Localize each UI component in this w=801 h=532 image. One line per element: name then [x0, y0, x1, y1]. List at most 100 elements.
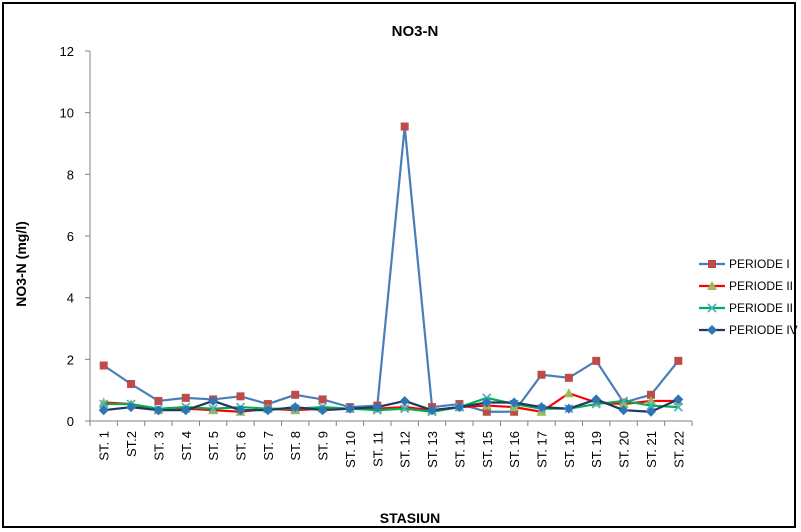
x-tick-label: ST. 14 — [452, 431, 467, 468]
data-point — [154, 396, 163, 405]
x-tick-label: ST. 13 — [425, 431, 440, 468]
y-tick-label: 4 — [67, 291, 74, 306]
x-tick-label: ST.2 — [124, 431, 139, 457]
x-tick-label: ST. 11 — [370, 431, 385, 467]
x-tick-label: ST. 21 — [644, 431, 659, 468]
data-point — [235, 405, 246, 416]
series-4 — [98, 394, 684, 417]
data-point — [99, 361, 108, 370]
data-point — [592, 356, 601, 365]
data-point — [317, 405, 328, 416]
data-point — [400, 122, 409, 131]
legend-item: PERIODE III — [699, 301, 796, 315]
x-axis-title: STASIUN — [380, 510, 440, 526]
data-point — [510, 407, 519, 416]
data-point — [537, 370, 546, 379]
data-point — [127, 380, 136, 388]
y-tick-label: 10 — [60, 106, 74, 121]
data-point — [126, 402, 137, 413]
data-point — [619, 396, 629, 406]
data-point — [427, 405, 438, 416]
data-point — [645, 406, 656, 417]
data-point — [646, 401, 656, 411]
data-point — [372, 402, 383, 413]
series-line — [103, 396, 679, 413]
data-point — [399, 395, 410, 406]
data-point — [208, 395, 219, 406]
chart-title: NO3-N — [392, 23, 439, 40]
data-point — [536, 402, 547, 413]
x-tick-label: ST. 20 — [617, 431, 632, 468]
legend-label: PERIODE IV — [729, 323, 798, 337]
data-point — [646, 390, 655, 399]
data-point — [673, 394, 684, 405]
series-line — [103, 125, 680, 413]
series-1 — [99, 122, 683, 416]
data-point — [290, 402, 301, 413]
data-point — [344, 403, 355, 414]
data-point — [618, 405, 629, 416]
data-point — [236, 392, 245, 401]
x-tick-label: ST. 12 — [398, 431, 413, 468]
x-tick-label: ST. 17 — [535, 431, 550, 468]
series-group — [98, 122, 684, 417]
x-tick-label: ST. 19 — [589, 431, 604, 468]
data-point — [481, 397, 492, 408]
data-point — [208, 404, 218, 414]
legend-marker — [707, 303, 717, 313]
series-line — [103, 392, 679, 413]
legend: PERIODE I PERIODE II PERIODE III PERIODE IV — [699, 257, 798, 337]
y-tick-label: 8 — [67, 167, 74, 182]
y-tick-label: 0 — [67, 414, 74, 429]
y-tick-label: 6 — [67, 229, 74, 244]
legend-item: PERIODE IV — [699, 323, 798, 337]
data-point — [180, 405, 191, 416]
x-tick-label: ST. 18 — [562, 431, 577, 468]
y-tick-label: 12 — [60, 44, 74, 59]
data-point — [509, 397, 520, 408]
x-tick-label: ST. 1 — [97, 431, 112, 461]
x-tick-label: ST. 8 — [288, 431, 303, 461]
legend-label: PERIODE II — [729, 279, 793, 293]
y-axis-ticks: 0 2 4 6 8 10 12 — [60, 44, 90, 429]
data-point — [618, 399, 629, 409]
data-point — [482, 407, 491, 416]
data-point — [591, 394, 602, 405]
x-tick-label: ST. 4 — [179, 431, 194, 461]
data-point — [400, 404, 410, 414]
data-point — [673, 402, 683, 412]
data-point — [153, 405, 164, 416]
x-tick-label: ST. 10 — [343, 431, 358, 468]
legend-item: PERIODE II — [699, 279, 793, 293]
y-axis-title: NO3-N (mg/l) — [13, 221, 29, 307]
legend-marker — [707, 325, 717, 335]
x-tick-label: ST. 7 — [261, 431, 276, 461]
x-axis-ticks: ST. 1 ST.2 ST. 3 ST. 4 ST. 5 ST. 6 ST. 7 ST. 8 S… — [89, 421, 693, 468]
x-tick-label: ST. 15 — [480, 431, 495, 468]
x-tick-label: ST. 3 — [151, 431, 166, 461]
legend-label: PERIODE I — [729, 257, 790, 271]
data-point — [98, 405, 109, 416]
data-point — [563, 403, 574, 414]
data-point — [454, 402, 465, 413]
data-point — [318, 395, 327, 404]
x-tick-label: ST. 5 — [206, 431, 221, 461]
data-point — [262, 405, 273, 416]
legend-item: PERIODE I — [699, 257, 790, 271]
data-point — [181, 393, 190, 402]
data-point — [674, 356, 683, 365]
legend-label: PERIODE III — [729, 301, 796, 315]
data-point — [291, 390, 300, 399]
x-tick-label: ST. 6 — [234, 431, 249, 461]
data-point — [564, 373, 573, 382]
y-tick-label: 2 — [67, 352, 74, 367]
legend-marker — [708, 260, 716, 268]
data-point — [99, 399, 109, 409]
data-point — [563, 388, 574, 398]
x-tick-label: ST. 9 — [316, 431, 331, 461]
x-tick-label: ST. 16 — [507, 431, 522, 468]
series-line — [103, 398, 679, 413]
legend-marker — [707, 281, 717, 290]
